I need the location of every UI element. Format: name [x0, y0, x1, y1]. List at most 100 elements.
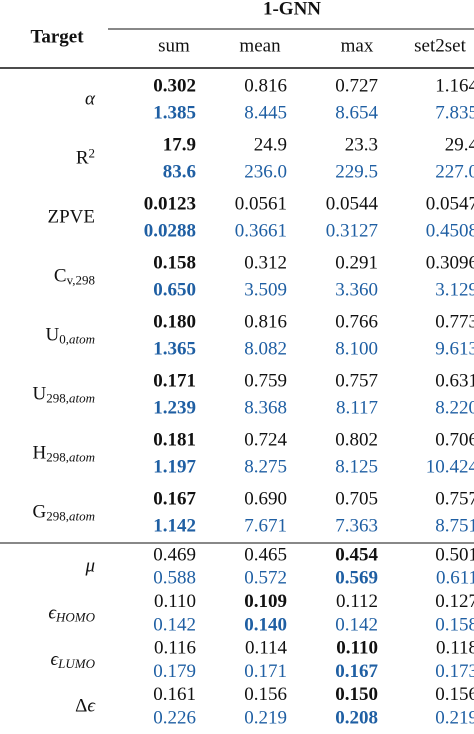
label-subscript: LUMO	[57, 656, 95, 671]
cell-value: 23.3	[345, 134, 378, 155]
label-text: ϵ	[48, 603, 57, 624]
label-text: ZPVE	[48, 207, 96, 228]
cell-value: 0.302	[153, 75, 196, 96]
cell-value: 0.110	[154, 591, 196, 612]
cell-value: 236.0	[244, 161, 287, 182]
cell-value: 0.816	[244, 311, 287, 332]
cell-value: 0.572	[244, 568, 287, 589]
cell-value: 0.179	[153, 661, 196, 682]
cell-value: 8.125	[335, 456, 378, 477]
label-superscript: 2	[89, 145, 96, 160]
cell-value: 0.766	[335, 311, 378, 332]
label-text: C	[54, 266, 67, 287]
cell-value: 83.6	[163, 161, 196, 182]
cell-value: 0.181	[153, 429, 196, 450]
cell-value: 0.773	[435, 311, 474, 332]
cell-value: 0.690	[244, 488, 287, 509]
cell-value: 0.705	[335, 488, 378, 509]
cell-value: 0.173	[435, 661, 474, 682]
cell-value: 0.706	[435, 429, 474, 450]
cell-value: 0.219	[244, 707, 287, 728]
cell-value: 8.275	[244, 456, 287, 477]
cell-value: 0.501	[435, 544, 474, 565]
cell-value: 0.0547	[426, 193, 474, 214]
cell-value: 0.140	[244, 614, 287, 635]
cell-value: 0.611	[436, 568, 474, 589]
label-text: ϵ	[87, 696, 96, 717]
label-text: G	[33, 502, 47, 523]
label-text: Δ	[75, 696, 87, 717]
cell-value: 0.116	[154, 638, 196, 659]
label-subscript: atom	[69, 449, 95, 464]
label-text: U	[46, 325, 60, 346]
cell-value: 0.156	[244, 684, 287, 705]
column-header: set2set	[414, 35, 466, 56]
target-label: ϵLUMO	[51, 649, 96, 671]
cell-value: 0.127	[435, 591, 474, 612]
column-header: sum	[158, 35, 190, 56]
target-label: H298,atom	[33, 443, 95, 465]
cell-value: 0.118	[436, 638, 474, 659]
cell-value: 0.291	[335, 252, 378, 273]
cell-value: 0.171	[153, 370, 196, 391]
target-label: G298,atom	[33, 502, 95, 524]
cell-value: 8.751	[435, 515, 474, 536]
cell-value: 0.757	[435, 488, 474, 509]
cell-value: 0.0544	[326, 193, 379, 214]
target-label: ϵHOMO	[48, 603, 95, 625]
target-label: Δϵ	[75, 696, 96, 717]
cell-value: 3.509	[244, 279, 287, 300]
cell-value: 227.0	[435, 161, 474, 182]
cell-value: 8.220	[435, 397, 474, 418]
cell-value: 0.167	[335, 661, 378, 682]
cell-value: 0.226	[153, 707, 196, 728]
cell-value: 1.164	[435, 75, 474, 96]
cell-value: 0.0288	[144, 220, 196, 241]
cell-value: 0.0123	[144, 193, 196, 214]
cell-value: 7.363	[335, 515, 378, 536]
cell-value: 24.9	[254, 134, 287, 155]
cell-value: 1.197	[153, 456, 196, 477]
cell-value: 0.150	[335, 684, 378, 705]
cell-value: 7.835	[435, 102, 474, 123]
label-subscript: 298,	[46, 390, 69, 405]
label-subscript: 298,	[46, 508, 69, 523]
label-subscript: 298,	[46, 449, 69, 464]
cell-value: 0.469	[153, 544, 196, 565]
column-header: max	[341, 35, 374, 56]
cell-value: 17.9	[163, 134, 196, 155]
label-subscript: 0,	[59, 331, 69, 346]
label-subscript: atom	[69, 331, 95, 346]
cell-value: 8.100	[335, 338, 378, 359]
label-subscript: atom	[69, 508, 95, 523]
cell-value: 0.171	[244, 661, 287, 682]
cell-value: 0.454	[335, 544, 378, 565]
cell-value: 1.385	[153, 102, 196, 123]
cell-value: 229.5	[335, 161, 378, 182]
cell-value: 9.613	[435, 338, 474, 359]
target-label: μ	[84, 556, 95, 577]
cell-value: 0.0561	[235, 193, 287, 214]
cell-value: 0.158	[435, 614, 474, 635]
target-label: ZPVE	[48, 207, 96, 228]
cell-value: 0.156	[435, 684, 474, 705]
cell-value: 0.219	[435, 707, 474, 728]
label-subscript: atom	[69, 390, 95, 405]
cell-value: 8.082	[244, 338, 287, 359]
cell-value: 0.759	[244, 370, 287, 391]
label-subscript: v,298	[67, 272, 95, 287]
target-label: Cv,298	[54, 266, 95, 288]
cell-value: 0.109	[244, 591, 287, 612]
cell-value: 0.112	[336, 591, 378, 612]
cell-value: 0.167	[153, 488, 196, 509]
cell-value: 0.727	[335, 75, 378, 96]
cell-value: 0.180	[153, 311, 196, 332]
cell-value: 1.239	[153, 397, 196, 418]
target-label: R2	[76, 145, 95, 169]
cell-value: 0.650	[153, 279, 196, 300]
cell-value: 29.4	[445, 134, 474, 155]
label-text: α	[85, 89, 96, 110]
cell-value: 0.588	[153, 568, 196, 589]
